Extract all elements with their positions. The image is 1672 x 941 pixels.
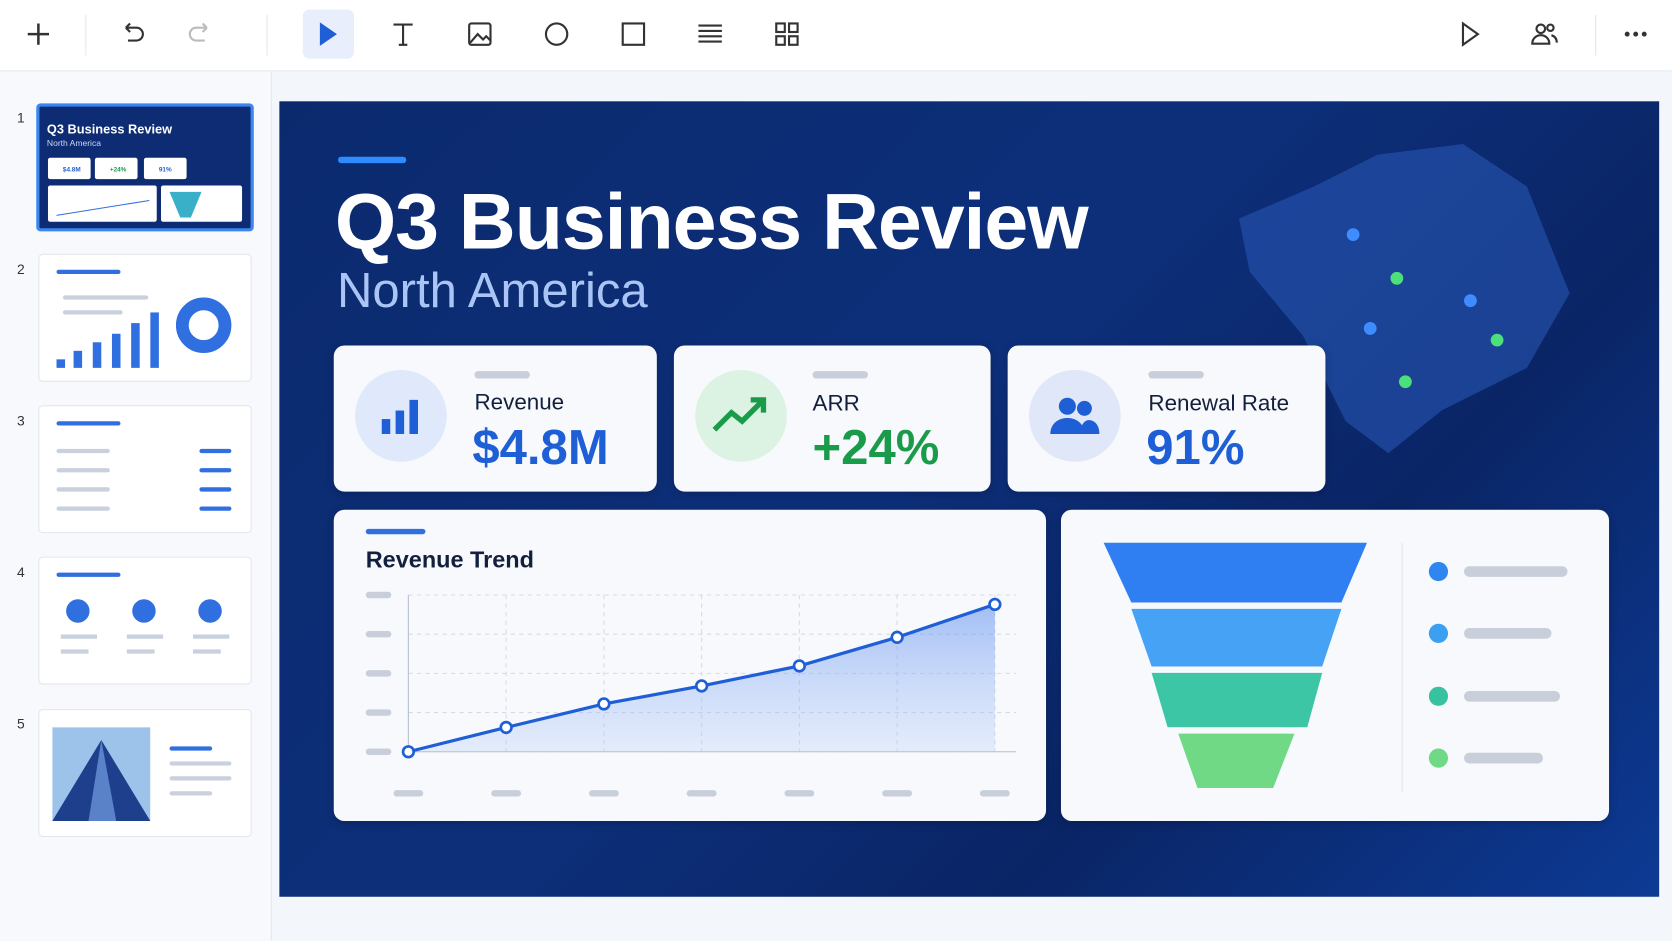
funnel-card xyxy=(1060,509,1610,822)
slide-number: 4 xyxy=(17,564,25,581)
toolbar xyxy=(0,0,1672,72)
select-tool[interactable] xyxy=(302,9,355,59)
thumb-kpi: $4.8M xyxy=(47,157,91,180)
kpi-card: ARR +24% xyxy=(673,345,991,492)
thumb-title: Q3 Business Review xyxy=(46,121,173,137)
axis-placeholder xyxy=(784,790,815,797)
axis-placeholder xyxy=(365,709,392,716)
kpi-card: Renewal Rate 91% xyxy=(1007,345,1326,492)
axis-placeholder xyxy=(491,790,522,797)
axis-placeholder xyxy=(365,591,392,599)
point xyxy=(694,679,709,693)
kpi-label: Renewal Rate xyxy=(1148,391,1290,416)
slide-title: Q3 Business Review xyxy=(334,177,1089,266)
thumb-kpi: 91% xyxy=(143,157,187,180)
axis-placeholder xyxy=(979,790,1010,797)
slide-thumbnail[interactable] xyxy=(38,253,252,382)
kpi-label: ARR xyxy=(812,391,860,416)
redo-button[interactable] xyxy=(181,15,219,53)
area xyxy=(408,604,995,752)
trend-card: Revenue Trend xyxy=(333,509,1047,822)
axis-placeholder xyxy=(686,790,717,797)
line-chart xyxy=(365,591,1017,797)
text-tool[interactable] xyxy=(384,15,422,53)
add-button[interactable] xyxy=(19,15,57,53)
kpi-card: Revenue $4.8M xyxy=(333,345,657,492)
slide-number: 2 xyxy=(17,261,25,278)
slide-thumbnail[interactable]: Q3 Business Review North America $4.8M +… xyxy=(36,103,254,232)
point xyxy=(597,697,611,711)
kpi-value: +24% xyxy=(812,419,940,475)
axis-placeholder xyxy=(365,630,392,638)
axis-placeholder xyxy=(365,748,392,755)
point xyxy=(499,720,513,735)
rect-tool[interactable] xyxy=(614,15,652,53)
kpi-value: $4.8M xyxy=(472,419,609,475)
image-tool[interactable] xyxy=(461,15,499,53)
map-graphic xyxy=(1239,143,1570,454)
point xyxy=(401,745,416,759)
axis-placeholder xyxy=(365,670,392,677)
axis-placeholder xyxy=(393,790,424,797)
kpi-value: 91% xyxy=(1146,419,1245,475)
slide-number: 1 xyxy=(17,109,25,126)
thumb-subtitle: North America xyxy=(46,138,101,149)
trend-title: Revenue Trend xyxy=(365,545,534,573)
undo-button[interactable] xyxy=(113,15,151,53)
list-tool[interactable] xyxy=(691,15,729,53)
axis-placeholder xyxy=(882,790,913,797)
slide-subtitle: North America xyxy=(336,262,648,318)
slide-thumbnail[interactable] xyxy=(38,709,252,838)
slide-thumbnail[interactable] xyxy=(38,556,252,685)
present-button[interactable] xyxy=(1450,15,1488,53)
funnel-graphic xyxy=(1103,542,1568,793)
more-button[interactable] xyxy=(1617,15,1655,53)
slide-canvas: Q3 Business Review North America Revenue… xyxy=(279,101,1660,897)
point xyxy=(890,630,904,644)
thumb-kpi: +24% xyxy=(94,157,138,180)
slide-number: 5 xyxy=(17,715,25,732)
axis-placeholder xyxy=(588,790,619,797)
kpi-label: Revenue xyxy=(474,390,565,415)
point xyxy=(988,597,1002,612)
circle-tool[interactable] xyxy=(537,15,575,53)
slide-thumbnail[interactable] xyxy=(38,405,252,534)
share-button[interactable] xyxy=(1525,15,1563,53)
grid-tool[interactable] xyxy=(768,15,806,53)
point xyxy=(792,659,807,673)
slide-panel: 1 2 3 4 5 Q3 Business Review North Ameri… xyxy=(0,71,272,941)
slide-number: 3 xyxy=(17,412,25,429)
